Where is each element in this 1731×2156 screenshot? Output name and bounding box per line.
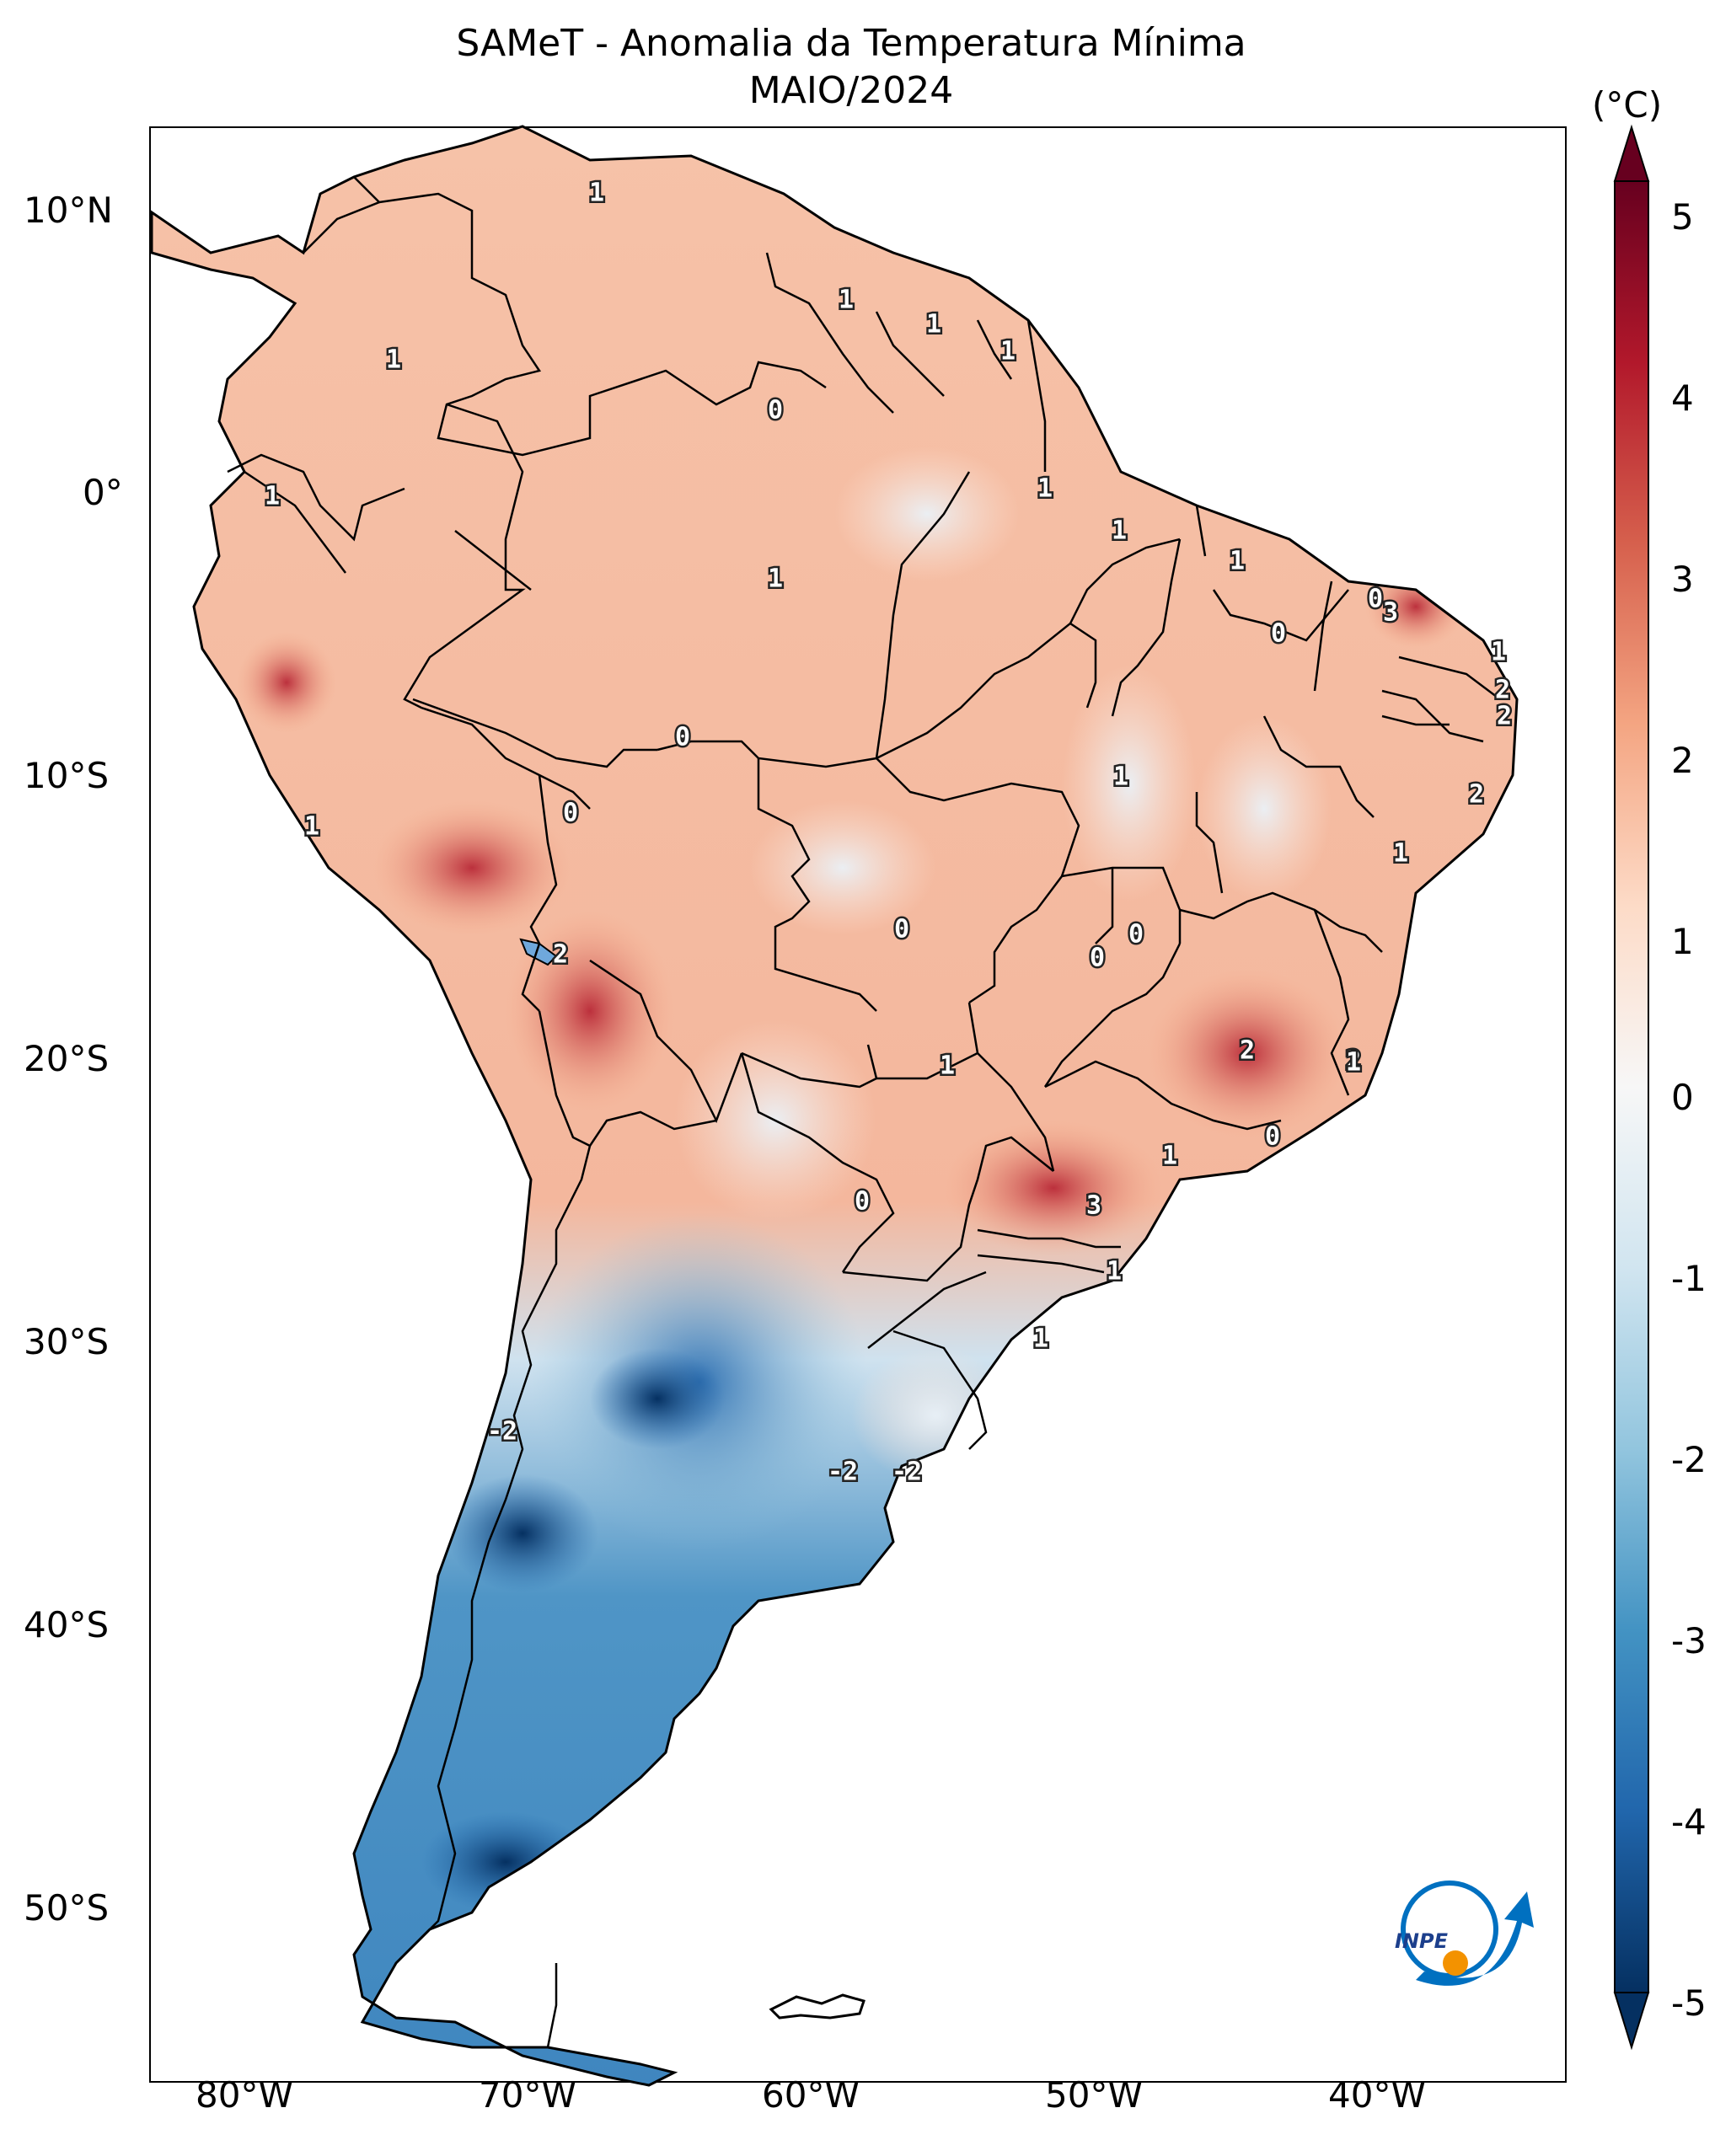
contour-label: 1 <box>1037 474 1053 504</box>
contour-label: 1 <box>1112 516 1127 546</box>
colorbar-tick: -5 <box>1671 1982 1707 2024</box>
contour-label: 2 <box>1240 1036 1255 1066</box>
neutral-patch-bahia <box>1197 716 1332 901</box>
warm-anomaly-parana <box>944 1121 1163 1255</box>
contour-label: 3 <box>1383 598 1398 628</box>
contour-label: 0 <box>1368 585 1383 614</box>
contour-label: -2 <box>892 1458 922 1487</box>
inpe-logo-text: INPE <box>1395 1929 1448 1953</box>
colorbar-unit: (°C) <box>1592 84 1663 126</box>
map-subtitle: MAIO/2024 <box>748 69 954 112</box>
contour-label: 0 <box>675 723 690 752</box>
contour-label: 0 <box>1128 920 1144 950</box>
y-tick-label: 0° <box>83 472 123 513</box>
contour-label: 0 <box>894 915 909 944</box>
colorbar-tick: -1 <box>1671 1258 1707 1299</box>
contour-label: 1 <box>768 564 783 594</box>
contour-label: 1 <box>1033 1324 1048 1354</box>
contour-label: 0 <box>1271 619 1286 649</box>
contour-label: 1 <box>1113 762 1128 792</box>
inpe-logo <box>1401 1880 1534 1986</box>
y-tick-label: 30°S <box>24 1321 110 1362</box>
contour-label: -2 <box>487 1417 517 1447</box>
contour-label: 2 <box>1495 676 1510 705</box>
contour-label: 2 <box>553 940 568 970</box>
contour-label: 1 <box>1393 839 1408 869</box>
warm-anomaly-peru <box>371 800 573 935</box>
cool-anomaly-central-argentina <box>447 1474 598 1592</box>
colorbar-extend-bottom <box>1613 1992 1650 2051</box>
colorbar-tick: 4 <box>1671 377 1694 419</box>
colorbar <box>1613 124 1650 2051</box>
map-title: SAMeT - Anomalia da Temperatura Mínima <box>456 22 1246 65</box>
contour-label: 1 <box>1230 547 1245 576</box>
contour-label: 1 <box>304 812 319 842</box>
falkland-islands <box>769 1993 866 2020</box>
contour-label: 0 <box>855 1187 870 1217</box>
contour-label: 0 <box>1090 944 1105 973</box>
contour-label: 0 <box>563 799 578 828</box>
colorbar-tick: 5 <box>1671 196 1694 238</box>
x-tick-label: 80°W <box>196 2074 293 2116</box>
contour-label: 1 <box>265 482 280 511</box>
contour-label: 2 <box>1346 1046 1361 1076</box>
colorbar-tick: -3 <box>1671 1620 1707 1661</box>
contour-label: 3 <box>1086 1191 1101 1221</box>
x-tick-label: 60°W <box>762 2074 860 2116</box>
contour-label: 1 <box>1000 337 1016 366</box>
y-tick-label: 20°S <box>24 1038 110 1079</box>
y-tick-label: 40°S <box>24 1604 110 1645</box>
contour-label: 2 <box>1469 780 1484 810</box>
x-tick-label: 70°W <box>479 2074 576 2116</box>
warm-anomaly-ecuador <box>236 632 337 733</box>
colorbar-tick: -4 <box>1671 1801 1707 1843</box>
contour-label: 1 <box>940 1051 955 1081</box>
contour-label: 1 <box>386 345 401 375</box>
inpe-logo-dot <box>1443 1950 1468 1976</box>
colorbar-gradient <box>1614 180 1649 1993</box>
colorbar-tick: 2 <box>1671 740 1694 781</box>
contour-label: 1 <box>926 310 941 340</box>
coastline <box>150 125 1519 2087</box>
neutral-patch-amapa <box>834 447 1020 581</box>
colorbar-tick: -2 <box>1671 1439 1707 1480</box>
political-borders <box>227 176 1501 2048</box>
lake-titicaca <box>519 938 558 966</box>
y-tick-label: 10°N <box>24 190 113 231</box>
contour-label: 1 <box>589 179 604 208</box>
x-tick-label: 50°W <box>1045 2074 1143 2116</box>
contour-label: 1 <box>1491 638 1506 667</box>
contour-label: 1 <box>839 286 854 315</box>
contour-label: -2 <box>828 1458 858 1487</box>
warm-anomaly-southeast <box>1146 969 1348 1137</box>
colorbar-tick: 3 <box>1671 559 1694 600</box>
x-tick-label: 40°W <box>1328 2074 1426 2116</box>
contour-label: 1 <box>1162 1142 1177 1171</box>
y-tick-label: 50°S <box>24 1887 110 1929</box>
colorbar-tick: 0 <box>1671 1077 1694 1118</box>
contour-label: 1 <box>1346 1048 1361 1078</box>
contour-label: 0 <box>1265 1122 1280 1152</box>
neutral-patch-tocantins <box>1062 666 1197 901</box>
contour-label: 1 <box>1107 1257 1122 1287</box>
inpe-logo-ring <box>1401 1880 1498 1978</box>
inpe-logo-arrow-icon <box>1416 1891 1534 1986</box>
y-tick-label: 10°S <box>24 755 110 796</box>
contour-label: 2 <box>1497 702 1512 731</box>
colorbar-tick: 1 <box>1671 921 1694 962</box>
cool-anomaly-cuyo <box>590 1348 725 1449</box>
contour-label: 0 <box>768 396 783 425</box>
